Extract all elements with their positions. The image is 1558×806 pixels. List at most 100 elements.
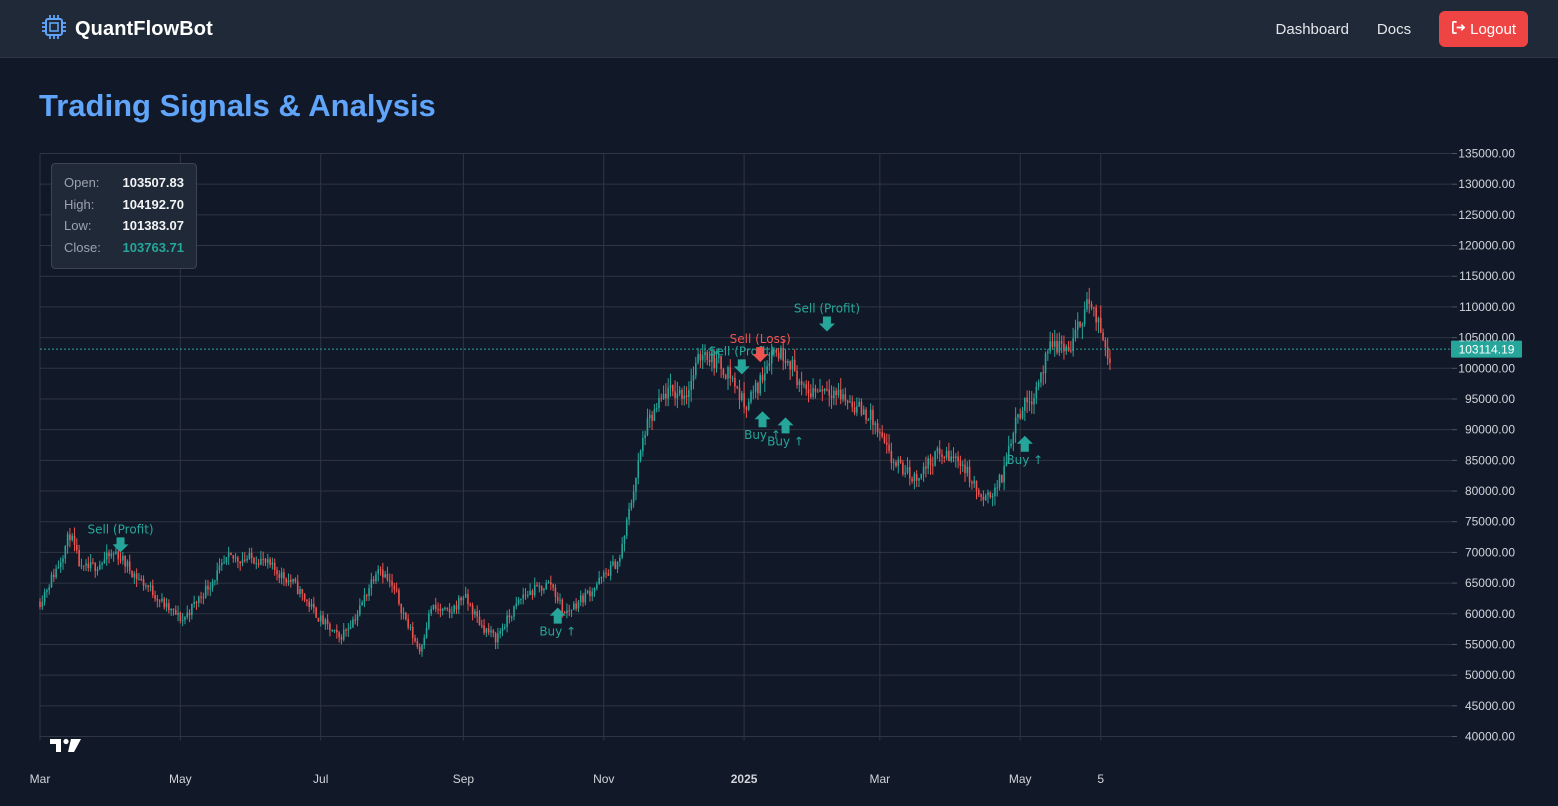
candle-body <box>460 597 462 601</box>
candle-body <box>209 587 212 590</box>
candle <box>915 470 918 488</box>
candle-body <box>971 482 973 484</box>
candle <box>701 344 704 370</box>
candle <box>729 359 732 386</box>
candle-body <box>377 569 380 575</box>
candle-body <box>384 574 386 578</box>
candle <box>931 456 934 475</box>
candle <box>1083 301 1086 327</box>
candle <box>310 598 313 610</box>
candle-body <box>798 381 801 386</box>
candle <box>934 450 936 467</box>
ohlc-close-label: Close: <box>64 239 101 255</box>
ohlc-low-row: Low: 101383.07 <box>64 218 184 240</box>
candle <box>538 582 541 593</box>
x-tick-label: 2025 <box>731 772 758 786</box>
candle <box>839 378 842 405</box>
candle <box>1076 312 1079 339</box>
candle <box>978 487 980 497</box>
ohlc-legend: Open: 103507.83 High: 104192.70 Low: 101… <box>51 163 197 269</box>
logout-button[interactable]: Logout <box>1439 11 1528 47</box>
candle <box>667 378 669 407</box>
tradingview-logo-icon[interactable] <box>50 737 82 758</box>
candle-body <box>1030 401 1033 405</box>
candle <box>683 385 686 406</box>
candle-body <box>533 584 536 596</box>
candle <box>400 603 403 620</box>
candle-body <box>161 598 163 601</box>
candle <box>110 549 113 559</box>
candle-body <box>925 466 927 469</box>
candle <box>711 346 713 372</box>
candle-body <box>1065 346 1068 352</box>
candle-body <box>395 589 398 591</box>
candle <box>128 554 131 575</box>
candle-body <box>145 585 147 587</box>
candle-body <box>699 353 702 361</box>
candle <box>688 381 690 408</box>
candle-body <box>82 565 85 567</box>
candle-body <box>826 388 828 390</box>
candle-body <box>478 616 481 626</box>
candle <box>285 577 288 587</box>
candle-body <box>837 389 840 396</box>
candle-body <box>356 614 359 621</box>
candle-body <box>522 594 525 599</box>
candle-body <box>46 590 48 593</box>
nav-dashboard-link[interactable]: Dashboard <box>1275 20 1349 38</box>
ohlc-open-label: Open: <box>64 175 100 190</box>
candle-body <box>474 611 476 615</box>
candle-body <box>517 599 520 604</box>
sell-signal: Sell (Loss) <box>730 332 791 363</box>
candle <box>1060 335 1063 354</box>
candle-body <box>913 473 916 482</box>
price-chart[interactable]: 103114.19 135000.00 130000.00 125000.00 1200… <box>0 140 1558 806</box>
candle-body <box>915 473 918 481</box>
candle <box>276 566 278 581</box>
candle <box>966 461 969 477</box>
candle-body <box>508 615 511 618</box>
candle-body <box>759 375 762 394</box>
candle <box>149 581 152 592</box>
candle-body <box>1003 465 1005 483</box>
candle-body <box>48 587 51 591</box>
candle <box>879 428 881 441</box>
candle-body <box>1007 446 1010 463</box>
candle-body <box>632 491 635 503</box>
candle-body <box>598 577 600 585</box>
candle <box>639 449 642 463</box>
candle-body <box>149 585 152 588</box>
sell-arrow-icon <box>733 359 750 375</box>
candle <box>994 483 996 506</box>
candle-body <box>168 603 170 611</box>
candle <box>425 622 428 639</box>
candle <box>439 603 442 618</box>
candle-body <box>975 480 978 491</box>
candle <box>570 609 573 618</box>
candle-body <box>402 612 405 614</box>
candle <box>216 562 218 585</box>
candle-body <box>494 633 497 643</box>
candle <box>232 555 235 563</box>
candle <box>543 587 545 594</box>
candle <box>623 535 626 552</box>
buy-signal-label: Buy ↑ <box>1006 453 1043 467</box>
candle-body <box>768 363 771 367</box>
sell-signal-label: Sell (Profit) <box>87 522 153 536</box>
candle-body <box>1079 321 1081 327</box>
candle-body <box>715 358 718 369</box>
nav-docs-link[interactable]: Docs <box>1376 20 1412 38</box>
candle-body <box>529 590 531 595</box>
candle <box>648 409 651 428</box>
candle-body <box>290 579 292 582</box>
candle <box>591 587 594 602</box>
candle-body <box>869 409 872 420</box>
candle-body <box>202 597 205 599</box>
candle-body <box>1070 350 1072 352</box>
candle <box>156 594 159 608</box>
logout-label: Logout <box>1470 20 1516 38</box>
candle-body <box>600 577 603 579</box>
candle-body <box>151 585 154 596</box>
brand[interactable]: QuantFlowBot <box>41 14 213 45</box>
candle <box>609 560 612 581</box>
